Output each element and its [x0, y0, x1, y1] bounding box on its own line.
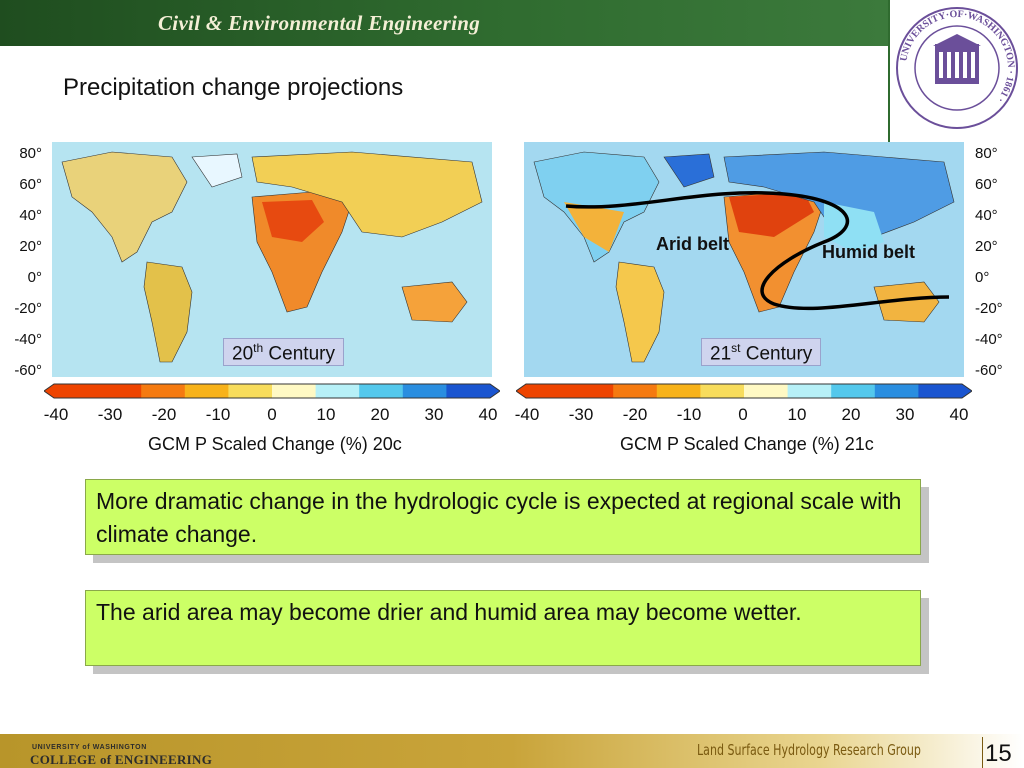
colorbar-outline [44, 383, 500, 399]
colorbar-tick-label: 10 [787, 405, 807, 424]
colorbar-segment [184, 384, 229, 398]
latitude-label-left: -40° [14, 331, 42, 348]
callout-hydrologic-cycle: More dramatic change in the hydrologic c… [85, 479, 921, 555]
colorbar-segment [54, 384, 99, 398]
colorbar-segment [656, 384, 701, 398]
latitude-label-left: 60° [19, 176, 42, 193]
colorbar-20c [44, 383, 500, 399]
colorbar-tick-label: -20 [151, 405, 177, 424]
latitude-label-right: 80° [975, 145, 998, 162]
colorbar-tick-label: 0 [267, 405, 277, 424]
page-number: 15 [985, 740, 1012, 767]
colorbar-segment [613, 384, 658, 398]
colorbar-segment [787, 384, 832, 398]
slide-title: Precipitation change projections [63, 74, 404, 101]
latitude-label-right: 60° [975, 176, 998, 193]
colorbar-tick-label: 40 [949, 405, 969, 424]
colorbar-21c [516, 383, 972, 399]
colorbar-arrow-right [962, 384, 972, 398]
colorbar-segment [874, 384, 919, 398]
colorbar-segment [700, 384, 745, 398]
callout-arid-humid: The arid area may become drier and humid… [85, 590, 921, 666]
latitude-label-right: -40° [975, 331, 1003, 348]
colorbar-arrow-right [490, 384, 500, 398]
colorbar-caption-20c: GCM P Scaled Change (%) 20c [148, 434, 402, 454]
footer-divider [982, 737, 983, 768]
colorbar-caption-21c: GCM P Scaled Change (%) 21c [620, 434, 874, 454]
colorbar-segment [918, 384, 963, 398]
colorbar-segment [402, 384, 447, 398]
colorbar-tick-label: -40 [514, 405, 540, 424]
latitude-label-left: -20° [14, 300, 42, 317]
belt-boundary-curve [565, 191, 950, 311]
department-title: Civil & Environmental Engineering [158, 11, 481, 35]
colorbar-segment [272, 384, 317, 398]
colorbar-segment [831, 384, 876, 398]
colorbar-tick-label: 20 [841, 405, 861, 424]
footer-research-group: Land Surface Hydrology Research Group [697, 741, 921, 759]
colorbar-arrow-left [44, 384, 54, 398]
humid-belt-label: Humid belt [822, 242, 915, 262]
colorbar-tick-label: 10 [316, 405, 336, 424]
colorbar-outline [516, 383, 972, 399]
colorbar-tick-label: -40 [43, 405, 69, 424]
latitude-label-left: 40° [19, 207, 42, 224]
header-band: Civil & Environmental Engineering [0, 0, 890, 46]
colorbar-arrow-left [516, 384, 526, 398]
colorbar-segment [446, 384, 491, 398]
colorbar-segment [228, 384, 273, 398]
label-21st-century: 21st Century [701, 338, 822, 366]
colorbar-segment [141, 384, 186, 398]
colorbar-tick-label: -10 [676, 405, 702, 424]
arid-belt-label: Arid belt [656, 234, 730, 254]
colorbar-segment [569, 384, 614, 398]
colorbar-segment [744, 384, 789, 398]
map-20th-century [52, 142, 492, 377]
colorbar-tick-label: 0 [738, 405, 748, 424]
latitude-label-right: -60° [975, 362, 1003, 379]
footer-logo-university: UNIVERSITY of WASHINGTON [32, 744, 147, 751]
footer-logo-college: COLLEGE of ENGINEERING [30, 752, 213, 767]
footer-band [0, 734, 1024, 768]
latitude-label-right: 0° [975, 269, 990, 286]
university-seal-logo: UNIVERSITY·OF·WASHINGTON · 1861 · [896, 7, 1018, 129]
latitude-label-left: 20° [19, 238, 42, 255]
colorbar-tick-label: -30 [568, 405, 594, 424]
latitude-label-left: -60° [14, 362, 42, 379]
colorbar-tick-label: 30 [895, 405, 915, 424]
colorbar-tick-label: 40 [478, 405, 498, 424]
colorbar-segment [359, 384, 404, 398]
colorbar-tick-label: -20 [622, 405, 648, 424]
colorbar-segment [315, 384, 360, 398]
latitude-label-right: 40° [975, 207, 998, 224]
latitude-label-left: 80° [19, 145, 42, 162]
colorbar-tick-label: -30 [97, 405, 123, 424]
label-20th-century: 20th Century [223, 338, 344, 366]
colorbar-tick-label: 20 [370, 405, 390, 424]
colorbar-segment [526, 384, 571, 398]
header-divider [888, 0, 890, 145]
latitude-label-right: 20° [975, 238, 998, 255]
map-21st-century [524, 142, 964, 377]
latitude-label-left: 0° [27, 269, 42, 286]
colorbar-tick-label: 30 [424, 405, 444, 424]
latitude-label-right: -20° [975, 300, 1003, 317]
colorbar-tick-label: -10 [205, 405, 231, 424]
colorbar-segment [97, 384, 142, 398]
